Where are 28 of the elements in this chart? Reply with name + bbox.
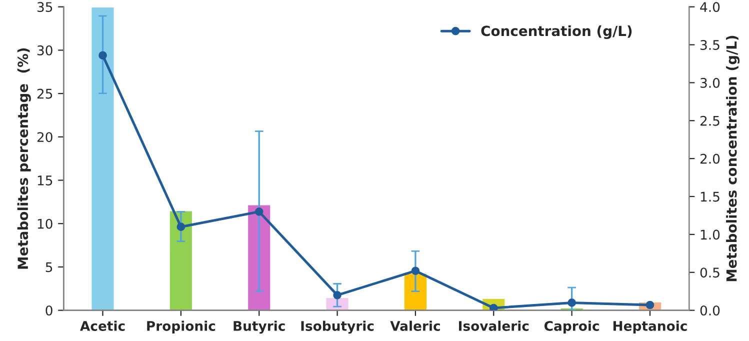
y-axis-title: Metabolites percentage (%) — [17, 48, 31, 269]
y-tick-label: 5 — [46, 262, 52, 272]
x-tick-label: Caproic — [544, 320, 599, 334]
y2-tick-label: 3.0 — [700, 78, 720, 88]
x-tick-label: Isovaleric — [459, 320, 529, 331]
y2-tick-label: 2.0 — [700, 154, 720, 164]
y2-tick-label: 1.0 — [700, 230, 720, 240]
y2-tick-label: 1.5 — [700, 192, 720, 202]
x-tick-label: Heptanoic — [613, 320, 687, 334]
y-tick-label: 20 — [37, 132, 52, 142]
y2-tick-label: 2.5 — [700, 116, 720, 126]
y2-tick-label: 0.5 — [700, 268, 720, 278]
x-tick-label: Isobutyric — [301, 320, 374, 334]
y-tick-label: 35 — [37, 2, 52, 12]
y-tick-label: 25 — [37, 88, 52, 99]
y-tick-label: 10 — [38, 218, 52, 229]
legend-label: Concentration (g/L) — [481, 25, 632, 39]
x-tick-label: Valeric — [390, 320, 440, 331]
y-tick-label: 30 — [37, 45, 52, 56]
y2-axis-title: Metabolites concentration (g/L) — [726, 36, 740, 282]
y-tick-label: 0 — [46, 306, 52, 316]
y2-tick-label: 4.0 — [700, 2, 720, 12]
x-tick-label: Propionic — [147, 320, 216, 334]
y2-tick-label: 0.0 — [700, 306, 720, 316]
y2-tick-label: 3.5 — [700, 40, 720, 50]
y-tick-label: 15 — [38, 176, 52, 186]
x-tick-label: Butyric — [234, 320, 285, 334]
x-tick-label: Acetic — [80, 320, 125, 331]
